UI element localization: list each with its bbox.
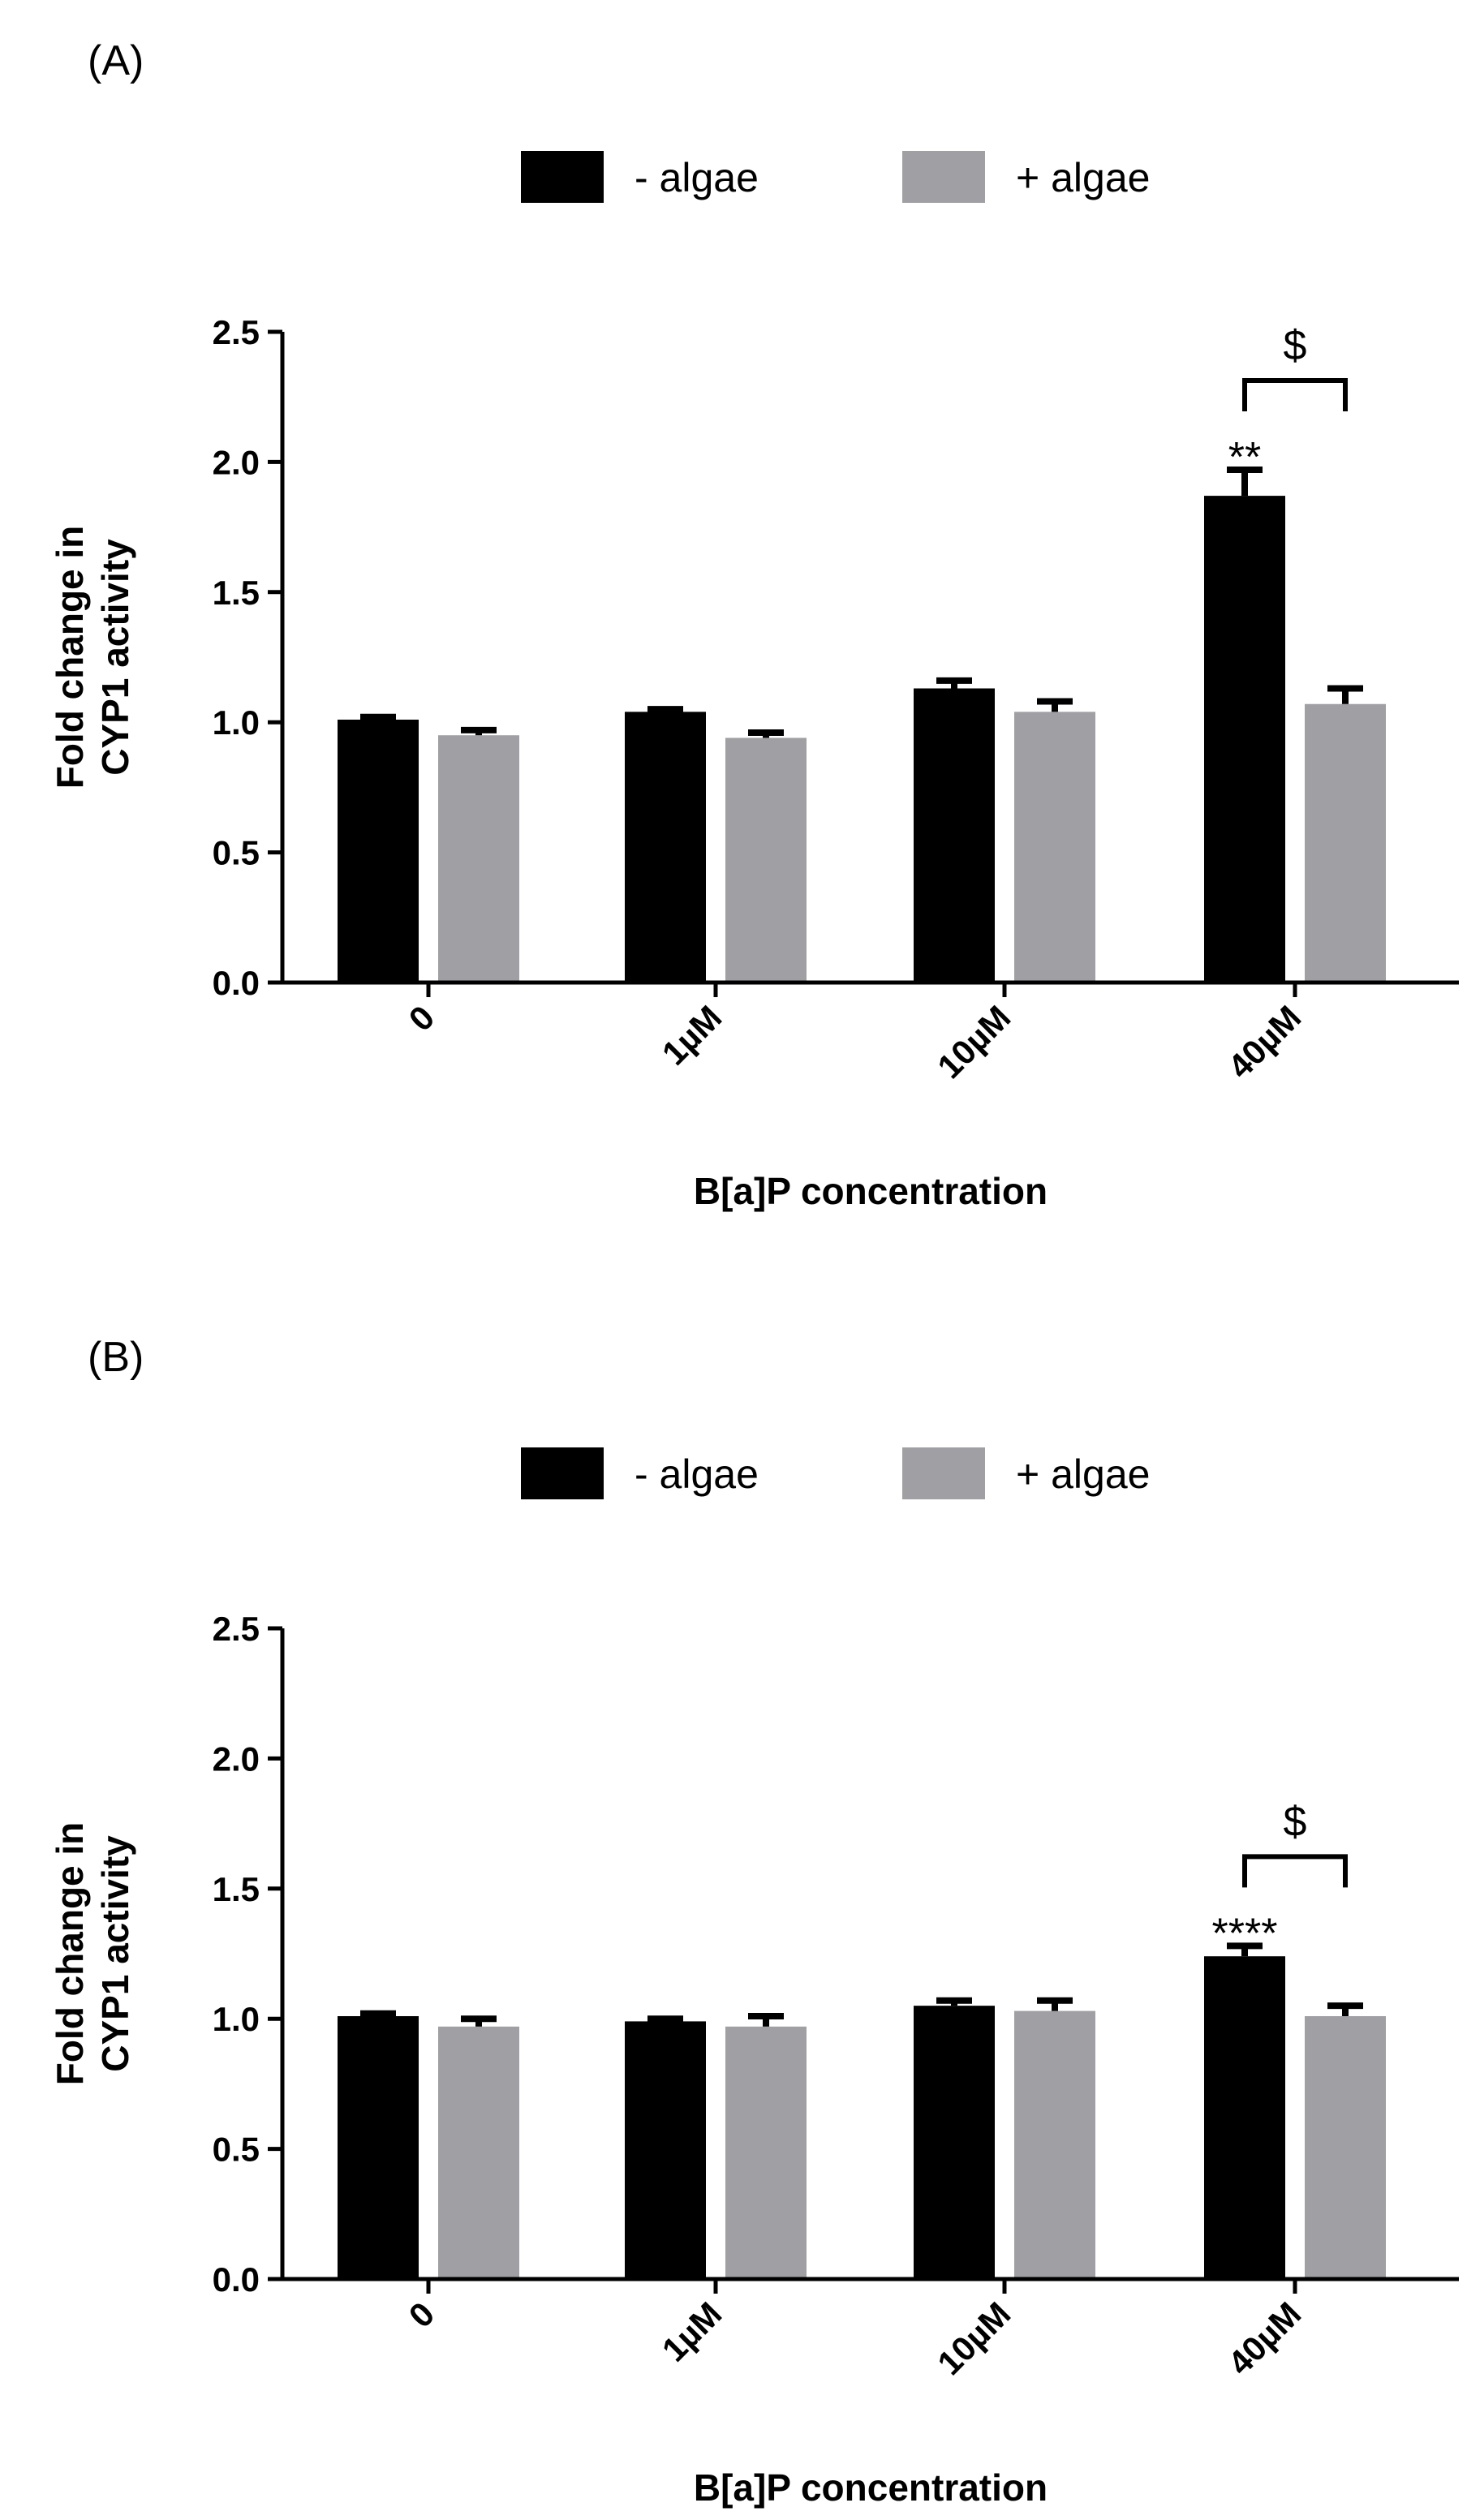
y-tick-label: 1.0 xyxy=(213,703,260,742)
y-tick-label: 2.0 xyxy=(213,1739,260,1778)
significance-stars: **** xyxy=(1212,1910,1278,1957)
legend-swatch-1 xyxy=(521,1447,604,1499)
y-axis-title: Fold change inCYP1 activity xyxy=(49,526,136,789)
y-tick-label: 0.5 xyxy=(213,2131,260,2169)
bar-plus-algae-3 xyxy=(1305,703,1386,983)
y-tick-label: 0.0 xyxy=(213,2260,260,2299)
y-axis-title-line: Fold change in xyxy=(49,1822,91,2086)
x-tick-label: 0 xyxy=(402,998,442,1039)
bar-plus-algae-0 xyxy=(438,2026,519,2279)
legend-swatch-2 xyxy=(902,1447,985,1499)
y-tick-label: 0.5 xyxy=(213,834,260,872)
panel-a: (A) - algae + algae 0.0 0.5 1.0 1.5 2.0 2.5 0 1µM 1… xyxy=(49,37,1459,1212)
y-axis-title-line: Fold change in xyxy=(49,526,91,789)
bar-minus-algae-1 xyxy=(625,2021,706,2279)
bar-minus-algae-3 xyxy=(1204,1956,1285,2279)
y-tick-label: 2.5 xyxy=(213,1610,260,1648)
y-tick-label: 2.0 xyxy=(213,443,260,481)
significance-stars: ** xyxy=(1228,434,1261,481)
bar-minus-algae-0 xyxy=(338,2015,419,2279)
legend-label-2: + algae xyxy=(1016,1451,1150,1497)
y-axis-title: Fold change inCYP1 activity xyxy=(49,1822,136,2086)
bar-plus-algae-3 xyxy=(1305,2015,1386,2279)
y-axis-title-line: CYP1 activity xyxy=(94,1835,136,2072)
significance-bracket xyxy=(1242,1854,1348,1888)
bar-minus-algae-2 xyxy=(914,688,995,983)
x-tick-label: 40µM xyxy=(1220,2294,1308,2382)
x-tick-label: 10µM xyxy=(930,2294,1017,2382)
y-axis-title-line: CYP1 activity xyxy=(94,539,136,776)
significance-dollar: $ xyxy=(1284,322,1307,369)
bar-plus-algae-1 xyxy=(725,2026,807,2279)
y-tick-label: 1.0 xyxy=(213,2000,260,2038)
y-tick-label: 1.5 xyxy=(213,574,260,612)
x-tick-label: 40µM xyxy=(1220,998,1308,1086)
x-axis-title: B[a]P concentration xyxy=(694,2466,1048,2509)
bar-plus-algae-0 xyxy=(438,735,519,983)
x-tick-label: 1µM xyxy=(655,998,729,1073)
x-tick-label: 10µM xyxy=(930,998,1017,1086)
bar-plus-algae-1 xyxy=(725,738,807,983)
x-tick-label: 1µM xyxy=(655,2294,729,2369)
significance-dollar: $ xyxy=(1284,1798,1307,1845)
x-tick-label: 0 xyxy=(402,2294,442,2335)
bar-minus-algae-1 xyxy=(625,712,706,983)
bar-plus-algae-2 xyxy=(1014,2010,1095,2279)
panel-b: (B) - algae + algae 0.0 0.5 1.0 1.5 2.0 2.5 0 1µM 1… xyxy=(49,1334,1459,2509)
bar-minus-algae-2 xyxy=(914,2006,995,2279)
legend-swatch-2 xyxy=(902,151,985,203)
bar-minus-algae-3 xyxy=(1204,496,1285,983)
legend-label-1: - algae xyxy=(635,155,759,200)
bar-plus-algae-2 xyxy=(1014,712,1095,983)
significance-bracket xyxy=(1242,378,1348,412)
panel-label: (B) xyxy=(88,1334,144,1381)
x-axis-title: B[a]P concentration xyxy=(694,1170,1048,1212)
y-tick-label: 1.5 xyxy=(213,1870,260,1908)
legend-label-2: + algae xyxy=(1016,155,1150,200)
y-tick-label: 2.5 xyxy=(213,313,260,351)
legend-label-1: - algae xyxy=(635,1451,759,1497)
legend-swatch-1 xyxy=(521,151,604,203)
y-tick-label: 0.0 xyxy=(213,964,260,1002)
bar-minus-algae-0 xyxy=(338,719,419,983)
panel-label: (A) xyxy=(88,37,144,84)
